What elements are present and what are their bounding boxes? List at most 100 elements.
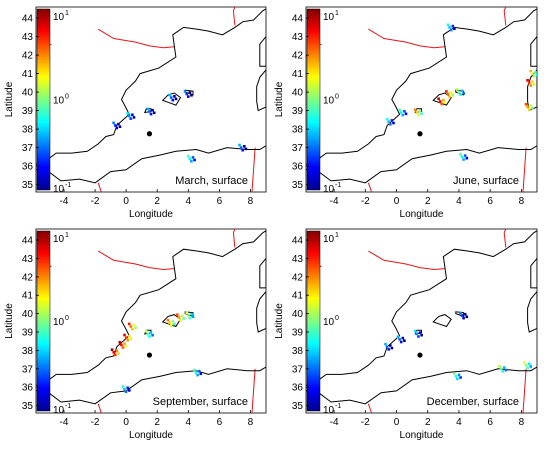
concentration-cell <box>527 362 531 366</box>
concentration-cell <box>123 387 126 391</box>
island-sardinia <box>527 290 537 333</box>
island-corsica <box>259 35 266 67</box>
concentration-cell <box>385 117 389 121</box>
concentration-cell <box>459 93 462 96</box>
concentration-cell <box>148 110 151 113</box>
concentration-cell <box>238 143 241 147</box>
concentration-cell <box>449 91 453 94</box>
concentration-cell <box>456 88 459 91</box>
y-tick-label: 36 <box>22 383 34 394</box>
y-tick-label: 42 <box>292 272 304 283</box>
concentration-cell <box>446 23 450 27</box>
concentration-cell <box>452 372 456 375</box>
concentration-cell <box>462 158 465 161</box>
colorbar-tick-label: 10 <box>53 96 65 107</box>
x-tick-label: 2 <box>425 417 431 428</box>
colorbar <box>306 230 321 412</box>
x-tick-label: 4 <box>456 196 462 207</box>
country-border <box>97 250 175 271</box>
colorbar-tick-label: 10 <box>53 317 65 328</box>
concentration-cell <box>531 106 534 110</box>
y-tick-label: 44 <box>292 14 304 25</box>
map-layer <box>306 7 537 192</box>
concentration-cell <box>385 345 389 349</box>
colorbar <box>36 8 51 191</box>
colorbar-tick-label: 10 <box>53 12 65 23</box>
concentration-cell <box>415 332 419 336</box>
concentration-cell <box>404 112 408 116</box>
y-tick-label: 43 <box>292 254 304 265</box>
concentration-cell <box>529 84 533 87</box>
island-sardinia <box>256 69 266 112</box>
y-tick-label: 39 <box>22 328 34 339</box>
concentration-cell <box>149 331 153 334</box>
y-tick-label: 38 <box>292 125 304 136</box>
x-tick-label: 4 <box>186 196 192 207</box>
concentration-cell <box>529 365 533 368</box>
concentration-cell <box>243 145 246 148</box>
colorbar-tick-exponent: -1 <box>65 182 71 189</box>
island-sardinia <box>527 69 537 112</box>
concentration-cell <box>463 154 467 157</box>
x-tick-label: 6 <box>217 417 223 428</box>
concentration-cell <box>134 326 137 330</box>
concentration-cell <box>121 346 125 349</box>
country-border <box>368 28 445 49</box>
concentration-cell <box>129 337 133 341</box>
concentration-cell <box>531 80 534 83</box>
concentration-cell <box>526 105 529 109</box>
country-border <box>522 147 527 192</box>
concentration-cell <box>188 91 192 94</box>
concentration-cell <box>448 26 451 29</box>
country-border <box>97 182 102 192</box>
island-mallorca <box>432 92 452 106</box>
concentration-cell <box>118 341 122 344</box>
concentration-cell <box>132 116 136 119</box>
concentration-cell <box>187 314 190 317</box>
concentration-cell <box>534 71 537 74</box>
concentration-cell <box>183 90 187 93</box>
concentration-cell <box>126 112 129 115</box>
plot-area <box>35 228 267 414</box>
concentration-cell <box>529 69 532 73</box>
concentration-cell <box>523 361 526 364</box>
concentration-cell <box>129 325 133 328</box>
colorbar-tick-exponent: -1 <box>335 403 341 410</box>
panel-title: December, surface <box>427 396 519 408</box>
x-tick-label: 0 <box>394 417 400 428</box>
concentration-cell <box>384 342 387 346</box>
concentration-cell <box>451 94 455 97</box>
x-tick-label: -4 <box>330 196 339 207</box>
y-axis-label: Latitude <box>274 81 285 117</box>
concentration-cell <box>112 121 115 125</box>
concentration-cell <box>440 102 444 106</box>
concentration-cell <box>396 335 400 339</box>
colorbar-tick-exponent: 1 <box>335 10 339 17</box>
x-tick-label: -4 <box>60 196 69 207</box>
country-border <box>251 147 256 192</box>
country-border <box>232 7 236 26</box>
concentration-cell <box>118 125 122 128</box>
country-border <box>367 182 373 192</box>
colorbar <box>36 230 51 412</box>
concentration-cell <box>128 389 131 392</box>
concentration-cell <box>187 95 190 98</box>
x-tick-label: 6 <box>217 196 223 207</box>
coastline-africa <box>306 366 537 405</box>
x-axis-label: Longitude <box>129 209 173 220</box>
x-tick-label: -4 <box>60 417 69 428</box>
concentration-cell <box>532 74 536 78</box>
concentration-cell <box>504 368 508 372</box>
x-tick-label: 8 <box>248 417 254 428</box>
y-tick-label: 43 <box>22 254 34 265</box>
concentration-cell <box>190 160 193 163</box>
concentration-cell <box>168 321 171 325</box>
concentration-cell <box>180 314 184 318</box>
x-tick-label: 2 <box>425 196 431 207</box>
x-tick-label: 4 <box>186 417 192 428</box>
concentration-cell <box>392 121 395 125</box>
concentration-cell <box>123 342 126 345</box>
concentration-cell <box>465 156 469 160</box>
